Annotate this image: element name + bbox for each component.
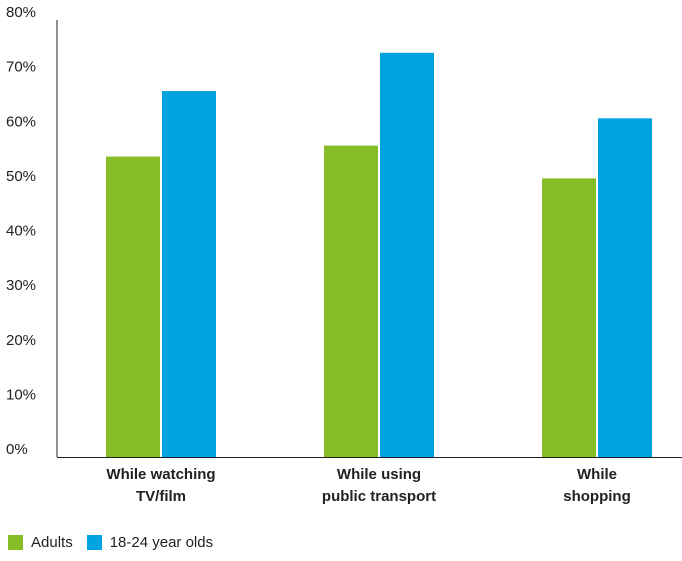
- bars: [106, 52, 652, 458]
- bar-adults-1: [324, 145, 378, 457]
- x-category-label: shopping: [563, 488, 631, 505]
- legend-label-18-24: 18-24 year olds: [109, 534, 214, 551]
- x-category-label: While using: [337, 466, 421, 483]
- y-tick-label: 80%: [6, 4, 36, 21]
- legend-label-adults: Adults: [31, 534, 73, 551]
- y-tick-label: 60%: [6, 113, 36, 130]
- bar-18-24-2: [598, 118, 652, 457]
- x-category-label: While watching: [106, 466, 215, 483]
- y-tick-label: 30%: [6, 277, 36, 294]
- bar-adults-0: [106, 156, 160, 457]
- legend-swatch-18-24: [86, 535, 102, 550]
- bar-18-24-0: [162, 91, 216, 457]
- legend-item-adults: Adults: [8, 534, 73, 551]
- x-category-label: public transport: [322, 488, 436, 505]
- bar-adults-2: [542, 178, 596, 457]
- x-category-label: While: [577, 466, 617, 483]
- y-tick-label: 70%: [6, 59, 36, 76]
- y-tick-label: 10%: [6, 386, 36, 403]
- legend-item-18-24: 18-24 year olds: [86, 534, 214, 551]
- y-tick-label: 0%: [6, 441, 28, 458]
- y-tick-label: 40%: [6, 223, 36, 240]
- legend-swatch-adults: [8, 535, 23, 550]
- y-tick-label: 50%: [6, 168, 36, 185]
- x-axis: While watching TV/film While using public t…: [57, 457, 682, 505]
- bar-18-24-1: [380, 52, 434, 458]
- x-category-label: TV/film: [136, 488, 186, 505]
- y-axis: 0% 10% 20% 30% 40% 50% 60% 70% 80%: [6, 4, 58, 458]
- legend: Adults 18-24 year olds: [8, 534, 227, 551]
- y-tick-label: 20%: [6, 332, 36, 349]
